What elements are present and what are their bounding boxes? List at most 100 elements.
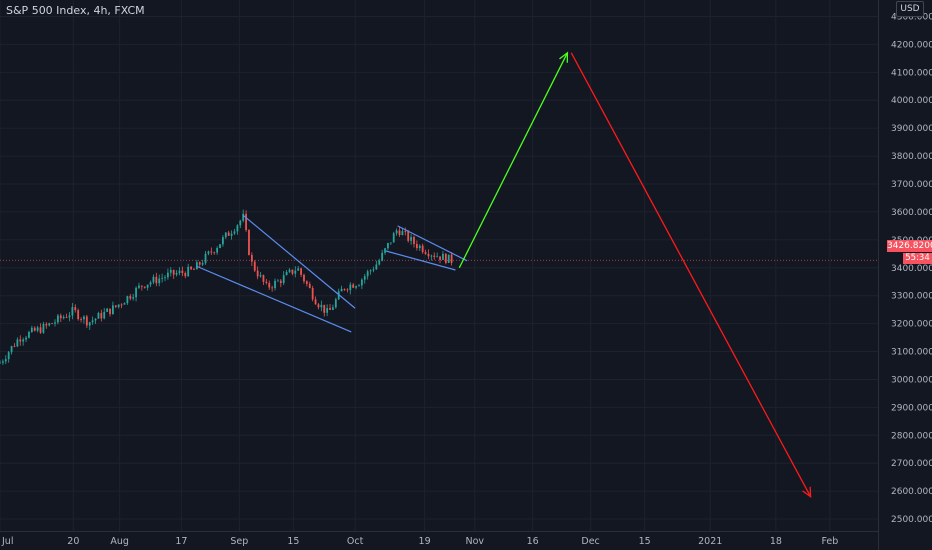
- x-tick-label: 2021: [698, 536, 722, 547]
- candle-body: [30, 327, 33, 332]
- y-tick-label: 2600.0000: [891, 487, 932, 497]
- candle-body: [68, 315, 71, 318]
- candle-body: [288, 269, 291, 272]
- x-tick-label: Sep: [230, 536, 248, 547]
- candle-body: [384, 248, 386, 253]
- candle-body: [10, 346, 13, 353]
- candle-body: [143, 286, 146, 288]
- chart-drawings[interactable]: [0, 51, 878, 499]
- candle-body: [227, 232, 230, 236]
- candle-body: [271, 287, 274, 289]
- candle-body: [193, 269, 195, 271]
- candle-body: [158, 278, 161, 284]
- candle-body: [190, 266, 192, 270]
- candle-body: [195, 262, 198, 270]
- y-tick-label: 3900.0000: [891, 124, 932, 134]
- y-tick-label: 4000.0000: [891, 96, 932, 106]
- candle-body: [424, 252, 427, 254]
- candle-body: [204, 253, 207, 264]
- candle-body: [114, 305, 117, 307]
- y-tick-label: 3600.0000: [891, 208, 932, 218]
- candle-body: [216, 247, 219, 253]
- candle-body: [279, 280, 282, 284]
- candle-body: [167, 272, 169, 278]
- y-tick-label: 3000.0000: [891, 375, 932, 385]
- candle-body: [334, 299, 337, 308]
- candle-body: [97, 312, 100, 319]
- candle-body: [253, 261, 256, 271]
- candle-body: [326, 308, 329, 313]
- candle-body: [140, 285, 143, 287]
- candle-body: [381, 252, 384, 261]
- candle-body: [268, 282, 271, 288]
- candle-body: [169, 269, 172, 273]
- candle-body: [222, 237, 224, 245]
- candle-body: [300, 268, 302, 275]
- candle-body: [375, 264, 378, 270]
- candle-body: [297, 268, 300, 271]
- candle-body: [349, 284, 352, 291]
- candle-body: [392, 233, 395, 243]
- candle-body: [201, 263, 204, 265]
- candle-body: [16, 339, 19, 347]
- candle-body: [447, 254, 450, 263]
- x-tick-label: 18: [770, 536, 782, 547]
- candle-body: [378, 260, 381, 265]
- candle-body: [332, 307, 334, 310]
- candle-body: [33, 327, 36, 331]
- candle-body: [323, 304, 326, 313]
- candle-body: [444, 253, 447, 263]
- y-tick-label: 3200.0000: [891, 320, 932, 330]
- candle-body: [65, 316, 68, 318]
- x-tick-label: 17: [175, 536, 187, 547]
- candle-body: [265, 281, 268, 283]
- candle-body: [239, 220, 242, 226]
- channel-2-upper-line: [397, 225, 468, 262]
- candle-body: [178, 270, 181, 274]
- last-price-label: 3426.8200: [887, 240, 932, 252]
- y-tick-label: 2500.0000: [891, 515, 932, 525]
- candle-body: [172, 269, 175, 275]
- candle-body: [224, 232, 227, 238]
- candle-body: [236, 225, 239, 232]
- candle-body: [398, 230, 401, 236]
- channel-1-lower-line: [196, 265, 352, 333]
- y-tick-label: 4100.0000: [891, 68, 932, 78]
- candle-body: [1, 361, 4, 363]
- candle-body: [248, 230, 250, 255]
- x-tick-label: Jul: [1, 536, 13, 547]
- candle-body: [421, 245, 424, 253]
- candle-body: [103, 311, 106, 319]
- candle-body: [7, 352, 10, 360]
- candle-body: [88, 322, 91, 326]
- candle-body: [274, 280, 276, 289]
- candle-body: [329, 308, 331, 310]
- candle-body: [106, 308, 109, 312]
- candle-body: [184, 273, 187, 277]
- y-tick-label: 3100.0000: [891, 348, 932, 358]
- candle-body: [340, 288, 343, 292]
- candle-body: [427, 253, 430, 257]
- candle-body: [100, 312, 103, 319]
- candle-body: [346, 289, 349, 291]
- candle-body: [126, 296, 129, 304]
- candle-body: [294, 270, 297, 274]
- candle-body: [413, 237, 415, 245]
- candle-body: [4, 359, 7, 362]
- candle-body: [250, 254, 253, 262]
- y-tick-label: 3300.0000: [891, 292, 932, 302]
- currency-button[interactable]: USD: [896, 1, 924, 17]
- candle-body: [418, 245, 421, 249]
- candle-body: [410, 237, 412, 241]
- bar-countdown-label: 55:34: [903, 253, 932, 264]
- y-tick-label: 3800.0000: [891, 152, 932, 162]
- candle-body: [210, 251, 213, 253]
- candle-body: [149, 282, 152, 285]
- x-tick-label: 15: [639, 536, 651, 547]
- candle-body: [45, 323, 48, 326]
- y-tick-label: 2900.0000: [891, 403, 932, 413]
- candle-body: [155, 276, 158, 284]
- candle-body: [242, 213, 245, 221]
- candle-body: [59, 315, 62, 319]
